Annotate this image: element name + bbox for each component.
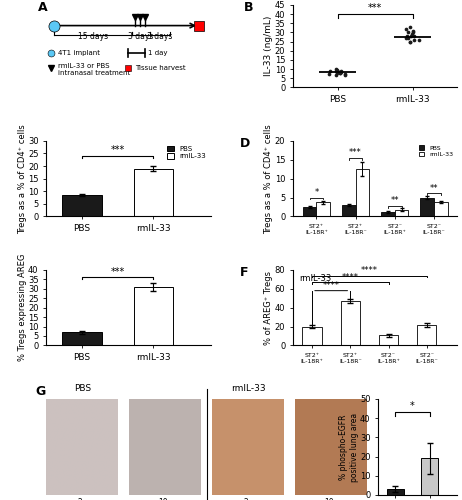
- Text: ***: ***: [368, 3, 382, 13]
- Point: [404, 34, 412, 42]
- Text: ***: ***: [349, 148, 362, 158]
- Text: PBS: PBS: [73, 384, 91, 393]
- Text: **: **: [390, 196, 399, 205]
- Point: [406, 38, 413, 46]
- Bar: [421, 458, 438, 495]
- Point: [408, 30, 415, 38]
- Bar: [62, 332, 102, 345]
- Bar: [62, 195, 102, 216]
- Text: 3 days: 3 days: [128, 32, 153, 42]
- Text: 2x: 2x: [78, 498, 87, 500]
- Point: [404, 32, 411, 40]
- Text: ***: ***: [110, 145, 125, 155]
- Bar: [356, 169, 369, 216]
- Text: rmIL-33: rmIL-33: [299, 274, 332, 282]
- Point: [326, 67, 334, 75]
- Bar: [134, 287, 173, 346]
- Bar: [420, 198, 434, 216]
- Text: G: G: [36, 384, 46, 398]
- Point: [341, 70, 348, 78]
- Point: [336, 68, 344, 76]
- Bar: [387, 489, 404, 495]
- Point: [415, 36, 423, 44]
- Point: [337, 68, 344, 76]
- Point: [333, 66, 340, 74]
- Point: [326, 70, 333, 78]
- Text: ****: ****: [361, 266, 378, 275]
- Bar: [417, 325, 436, 345]
- Y-axis label: % phospho-EGFR
positive lung area: % phospho-EGFR positive lung area: [339, 412, 359, 482]
- Text: ***: ***: [110, 267, 125, 277]
- Text: rmIL-33: rmIL-33: [231, 384, 266, 393]
- Point: [333, 68, 340, 76]
- Text: 2x: 2x: [243, 498, 253, 500]
- Bar: [303, 207, 316, 216]
- Text: A: A: [38, 1, 48, 14]
- Text: rmIL-33 or PBS: rmIL-33 or PBS: [58, 63, 109, 69]
- Point: [335, 68, 342, 76]
- Point: [341, 70, 348, 78]
- Point: [332, 65, 340, 73]
- Point: [409, 28, 417, 36]
- Point: [411, 36, 418, 44]
- Y-axis label: % of AREG⁺ Tregs: % of AREG⁺ Tregs: [264, 270, 273, 344]
- Bar: [434, 202, 448, 216]
- Text: 4T1 implant: 4T1 implant: [58, 50, 100, 56]
- Text: 1 day: 1 day: [148, 50, 168, 56]
- Point: [407, 38, 414, 46]
- Text: 10x: 10x: [158, 498, 172, 500]
- Text: Tissue harvest: Tissue harvest: [135, 65, 186, 71]
- Point: [405, 28, 412, 36]
- Text: ****: ****: [342, 272, 359, 281]
- Bar: [134, 168, 173, 216]
- Bar: [395, 210, 408, 216]
- Point: [332, 70, 340, 78]
- Point: [402, 34, 410, 42]
- Bar: [340, 301, 360, 346]
- Point: [407, 32, 415, 40]
- Point: [332, 67, 340, 75]
- Text: intranasal treatment: intranasal treatment: [58, 70, 130, 76]
- Text: ****: ****: [322, 281, 340, 290]
- Point: [402, 25, 410, 33]
- Y-axis label: Tregs as a % of CD4⁺ cells: Tregs as a % of CD4⁺ cells: [18, 124, 26, 234]
- Y-axis label: IL-33 (ng/mL): IL-33 (ng/mL): [264, 16, 273, 76]
- Point: [410, 32, 418, 40]
- Y-axis label: % Tregs expressing AREG: % Tregs expressing AREG: [18, 254, 26, 362]
- Point: [336, 68, 344, 76]
- Bar: [303, 326, 322, 345]
- Legend: PBS, rmIL-33: PBS, rmIL-33: [166, 144, 207, 160]
- Text: D: D: [240, 137, 250, 150]
- Text: *: *: [314, 188, 318, 197]
- Bar: [342, 205, 356, 216]
- Bar: [316, 202, 330, 216]
- Y-axis label: Tregs as a % of CD4⁺ cells: Tregs as a % of CD4⁺ cells: [264, 124, 274, 234]
- Point: [406, 23, 413, 31]
- Legend: PBS, rmIL-33: PBS, rmIL-33: [418, 144, 454, 158]
- Text: 15 days: 15 days: [78, 32, 108, 42]
- Text: 3 days: 3 days: [147, 32, 172, 42]
- Bar: [381, 212, 395, 216]
- Text: B: B: [243, 1, 253, 14]
- Bar: [379, 336, 398, 345]
- Text: **: **: [430, 184, 438, 192]
- Point: [334, 67, 341, 75]
- Text: 10x: 10x: [324, 498, 338, 500]
- Point: [409, 26, 417, 34]
- Point: [338, 67, 345, 75]
- Text: *: *: [410, 402, 415, 411]
- Text: F: F: [240, 266, 249, 279]
